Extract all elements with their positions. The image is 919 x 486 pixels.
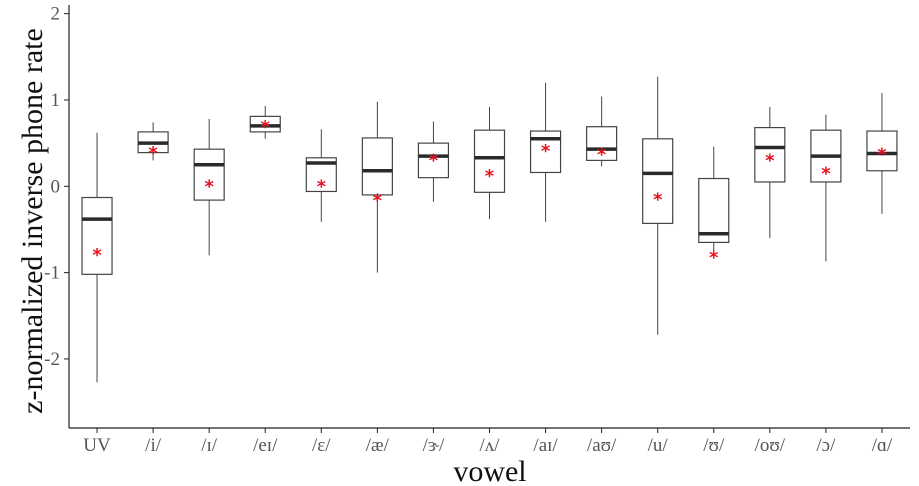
- mean-marker: *: [597, 145, 607, 166]
- x-tick-label: /ʌ/: [479, 435, 500, 456]
- x-tick-label: /ɛ/: [312, 435, 331, 456]
- box: [417, 142, 450, 179]
- x-tick-label: /aɪ/: [533, 435, 558, 456]
- x-axis-title: vowel: [453, 455, 526, 486]
- x-tick-label: /u/: [648, 435, 669, 456]
- mean-marker: *: [877, 145, 887, 166]
- x-tick-label: /ʊ/: [703, 435, 725, 456]
- x-tick-label: /ɪ/: [201, 435, 218, 456]
- x-tick-label: /ɔ/: [816, 435, 836, 456]
- mean-marker: *: [765, 151, 775, 172]
- box: [361, 137, 393, 196]
- x-tick-label: UV: [83, 435, 111, 456]
- mean-marker: *: [653, 190, 663, 211]
- y-tick-label: 1: [51, 90, 61, 111]
- x-tick-label: /ɝ/: [423, 435, 445, 456]
- x-tick-label: /ɑ/: [872, 435, 893, 456]
- y-tick-label: -2: [44, 349, 60, 370]
- mean-marker: *: [317, 177, 327, 198]
- box: [698, 177, 730, 243]
- box: [586, 126, 618, 161]
- mean-marker: *: [373, 190, 383, 211]
- x-tick-label: /eɪ/: [253, 435, 278, 456]
- box: [754, 126, 786, 183]
- box: [642, 138, 674, 225]
- mean-marker: *: [485, 166, 495, 187]
- mean-marker: *: [709, 247, 719, 268]
- box: [193, 148, 225, 201]
- y-tick-label: -1: [44, 263, 60, 284]
- mean-marker: *: [92, 245, 102, 266]
- box: [473, 129, 506, 193]
- box: [866, 130, 898, 172]
- mean-marker: *: [148, 143, 158, 164]
- mean-marker: *: [261, 117, 271, 138]
- x-tick-label: /i/: [145, 435, 162, 456]
- mean-marker: *: [204, 177, 214, 198]
- x-tick-label: /aʊ/: [587, 435, 617, 456]
- x-tick-label: /oʊ/: [755, 435, 786, 456]
- mean-marker: *: [429, 151, 439, 172]
- box: [81, 196, 113, 275]
- y-tick-label: 0: [51, 176, 61, 197]
- mean-marker: *: [821, 164, 831, 185]
- y-axis-title: z-normalized inverse phone rate: [16, 28, 49, 414]
- mean-marker: *: [541, 141, 551, 162]
- x-tick-label: /æ/: [366, 435, 390, 456]
- plot-area: -2 -1 0 1 2 * UV * /i/ * /ɪ/ * /eɪ/ * /ɛ/ * /æ/ * /ɝ/ * /ʌ/ *…: [44, 4, 910, 456]
- y-tick-label: 2: [51, 4, 61, 25]
